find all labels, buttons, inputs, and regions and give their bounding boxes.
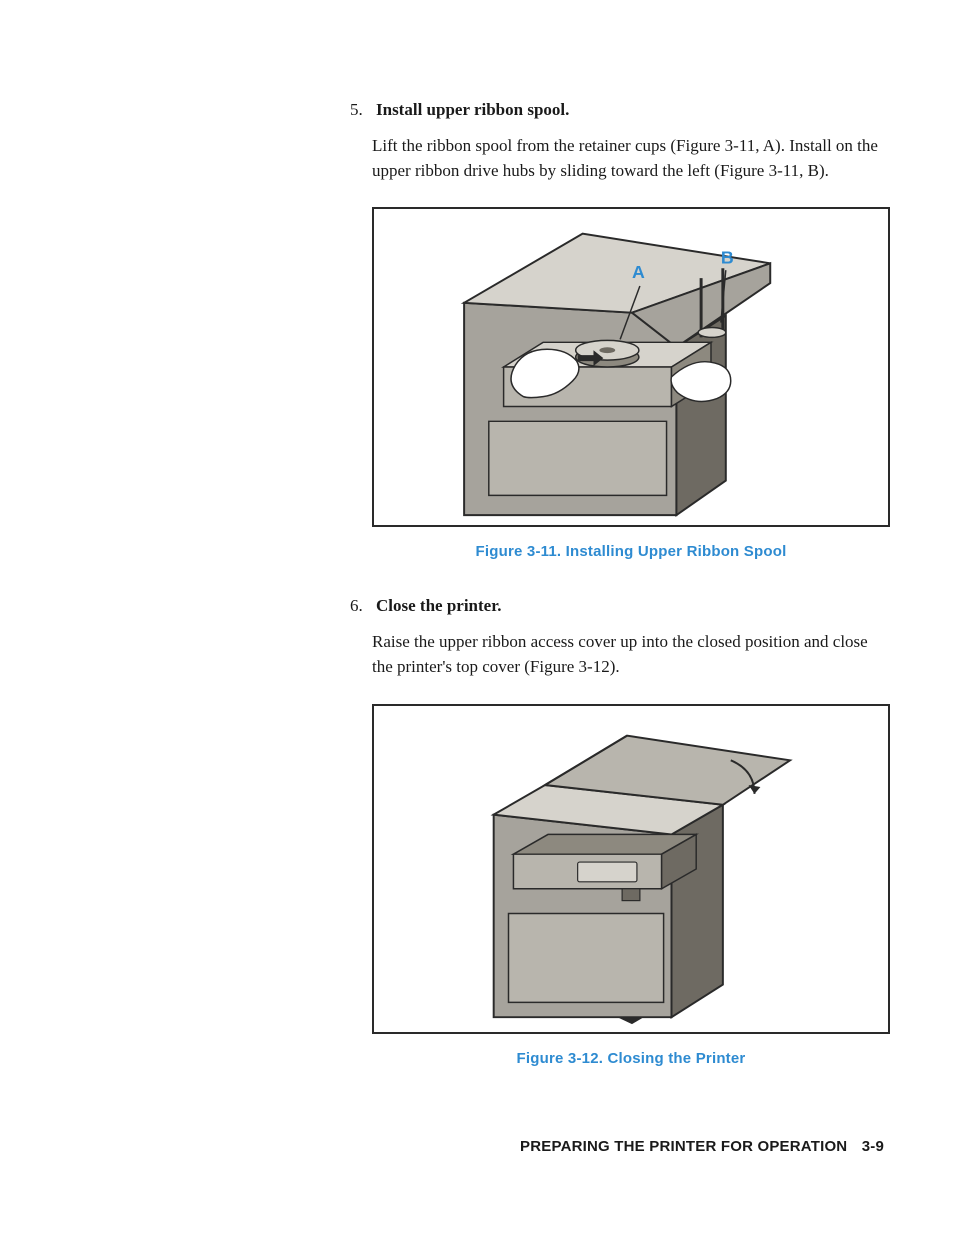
document-page: 5. Install upper ribbon spool. Lift the … xyxy=(0,0,954,1235)
content-column: 5. Install upper ribbon spool. Lift the … xyxy=(350,100,890,1067)
figure-3-11-caption: Figure 3-11. Installing Upper Ribbon Spo… xyxy=(372,543,890,560)
figure-3-12-frame xyxy=(372,704,890,1034)
step-body: Lift the ribbon spool from the retainer … xyxy=(372,134,890,183)
figure-3-11-frame: A B xyxy=(372,207,890,527)
step-5: 5. Install upper ribbon spool. Lift the … xyxy=(350,100,890,560)
step-heading: Close the printer. xyxy=(376,596,501,616)
figure-3-12-illustration xyxy=(374,706,888,1032)
page-number: 3-9 xyxy=(862,1138,884,1155)
page-footer: PREPARING THE PRINTER FOR OPERATION 3-9 xyxy=(520,1138,884,1155)
step-number: 6. xyxy=(350,596,372,616)
footer-text: PREPARING THE PRINTER FOR OPERATION xyxy=(520,1138,847,1155)
step-heading: Install upper ribbon spool. xyxy=(376,100,569,120)
step-body: Raise the upper ribbon access cover up i… xyxy=(372,630,890,679)
callout-a: A xyxy=(632,262,645,282)
step-number: 5. xyxy=(350,100,372,120)
step-6: 6. Close the printer. Raise the upper ri… xyxy=(350,596,890,1066)
callout-b: B xyxy=(721,248,734,268)
figure-3-12-caption: Figure 3-12. Closing the Printer xyxy=(372,1050,890,1067)
figure-3-11-illustration: A B xyxy=(374,209,888,525)
